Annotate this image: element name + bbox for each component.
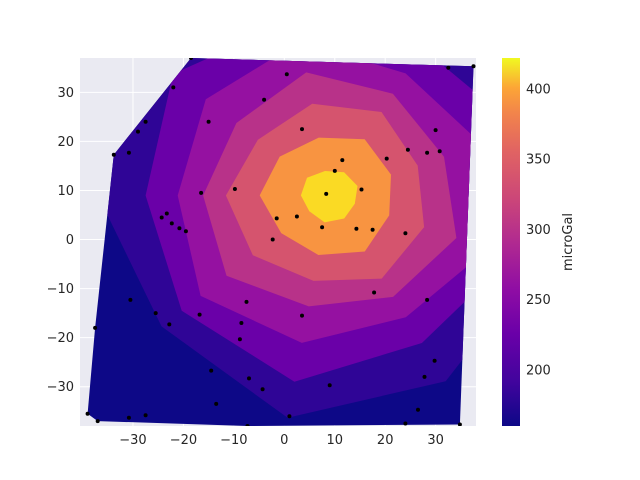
data-point [433, 128, 438, 133]
data-point [177, 226, 182, 231]
y-tick-label: 20 [57, 135, 74, 150]
data-point [136, 129, 140, 134]
contour-bands [98, 58, 474, 418]
data-point [284, 72, 289, 77]
x-tick-label: 10 [326, 433, 343, 448]
data-point [153, 311, 158, 316]
data-point [214, 401, 219, 406]
y-tick-label: −10 [47, 282, 74, 297]
data-point [159, 215, 164, 220]
data-point [471, 64, 476, 69]
contour-fills [87, 58, 474, 426]
data-point [167, 322, 172, 327]
data-point [300, 313, 304, 318]
x-tick-label: −20 [170, 433, 197, 448]
data-point [237, 337, 242, 342]
colorbar-tick-label: 400 [526, 82, 551, 97]
x-tick-label: −10 [220, 433, 247, 448]
scatter-points [85, 58, 476, 426]
y-tick-label: 10 [57, 184, 74, 199]
data-point [457, 422, 462, 426]
data-point [287, 414, 292, 419]
colorbar-tick-label: 250 [526, 293, 551, 308]
colorbar-gradient [502, 58, 520, 426]
data-point [332, 168, 337, 173]
data-point [354, 226, 359, 231]
data-point [403, 231, 408, 236]
data-point [437, 149, 442, 154]
data-point [372, 290, 377, 295]
x-tick-label: 0 [280, 433, 288, 448]
data-point [126, 150, 131, 155]
y-tick-label: −20 [47, 331, 74, 346]
colorbar-tick-label: 200 [526, 363, 551, 378]
data-point [425, 150, 430, 155]
data-point [126, 415, 131, 420]
data-point [247, 376, 251, 381]
data-point [143, 119, 148, 124]
data-point [93, 325, 98, 330]
x-tick-label: 20 [377, 433, 394, 448]
colorbar-ticks: 200 250 300 350 400 [526, 82, 551, 378]
data-point [432, 358, 437, 363]
x-tick-label: −30 [119, 433, 146, 448]
colorbar-tick-label: 300 [526, 223, 551, 238]
data-point [85, 411, 90, 416]
data-point [262, 97, 267, 102]
data-point [370, 227, 375, 232]
data-point [422, 374, 427, 379]
data-point [183, 229, 188, 234]
data-point [340, 158, 345, 163]
data-point [320, 225, 325, 230]
data-point [327, 383, 332, 388]
data-point [384, 156, 389, 161]
data-point [143, 413, 148, 418]
data-point [260, 387, 265, 392]
data-point [294, 214, 299, 219]
x-tick-label: 30 [427, 433, 444, 448]
data-point [171, 85, 176, 90]
data-point [111, 152, 116, 157]
y-tick-label: 30 [57, 86, 74, 101]
y-tick-label: −30 [47, 380, 74, 395]
data-point [95, 419, 100, 424]
data-point [359, 187, 364, 192]
colorbar-label: microGal [561, 213, 576, 271]
data-point [270, 237, 275, 242]
data-point [244, 299, 249, 304]
y-tick-label: 0 [66, 233, 74, 248]
data-point [300, 127, 304, 132]
data-point [324, 191, 329, 196]
y-axis-ticks: −30 −20 −10 0 10 20 30 [47, 86, 74, 395]
data-point [446, 65, 451, 70]
data-point [169, 221, 174, 226]
data-point [164, 211, 169, 216]
data-point [239, 321, 244, 325]
data-point [209, 368, 214, 373]
data-point [197, 312, 202, 317]
data-point [416, 407, 420, 412]
data-point [425, 297, 430, 302]
data-point [199, 190, 204, 195]
data-point [232, 187, 237, 191]
data-point [403, 421, 408, 426]
contour-band [300, 171, 358, 223]
colorbar-tick-label: 350 [526, 153, 551, 168]
data-point [245, 424, 250, 426]
data-point [128, 297, 133, 302]
data-point [274, 216, 279, 221]
data-point [189, 58, 193, 60]
x-axis-ticks: −30 −20 −10 0 10 20 30 [119, 433, 444, 448]
data-point [405, 147, 410, 152]
colorbar: 200 250 300 350 400 microGal [502, 58, 576, 426]
data-point [206, 119, 211, 124]
